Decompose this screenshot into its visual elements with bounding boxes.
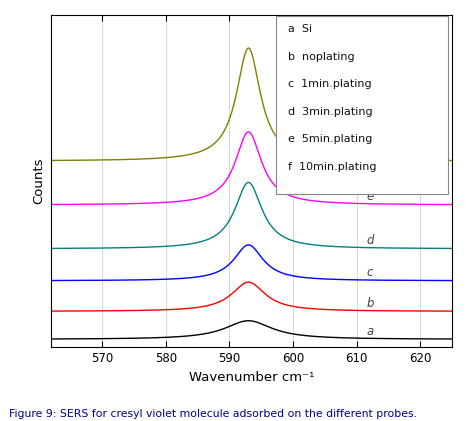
Text: e  5min.plating: e 5min.plating: [288, 134, 372, 144]
Text: b: b: [366, 297, 374, 310]
FancyBboxPatch shape: [276, 16, 448, 194]
Text: f  10min.plating: f 10min.plating: [288, 162, 376, 172]
Text: a: a: [366, 325, 373, 338]
Y-axis label: Counts: Counts: [33, 158, 46, 204]
Text: Figure 9: SERS for cresyl violet molecule adsorbed on the different probes.: Figure 9: SERS for cresyl violet molecul…: [9, 409, 418, 419]
Text: b  noplating: b noplating: [288, 52, 354, 61]
Text: d  3min.plating: d 3min.plating: [288, 107, 372, 117]
Text: e: e: [366, 190, 373, 203]
Text: d: d: [366, 234, 374, 247]
Text: f: f: [302, 120, 307, 133]
Text: a  Si: a Si: [288, 24, 312, 34]
Text: c  1min.plating: c 1min.plating: [288, 79, 371, 89]
Text: c: c: [366, 266, 373, 279]
X-axis label: Wavenumber cm⁻¹: Wavenumber cm⁻¹: [189, 371, 315, 384]
